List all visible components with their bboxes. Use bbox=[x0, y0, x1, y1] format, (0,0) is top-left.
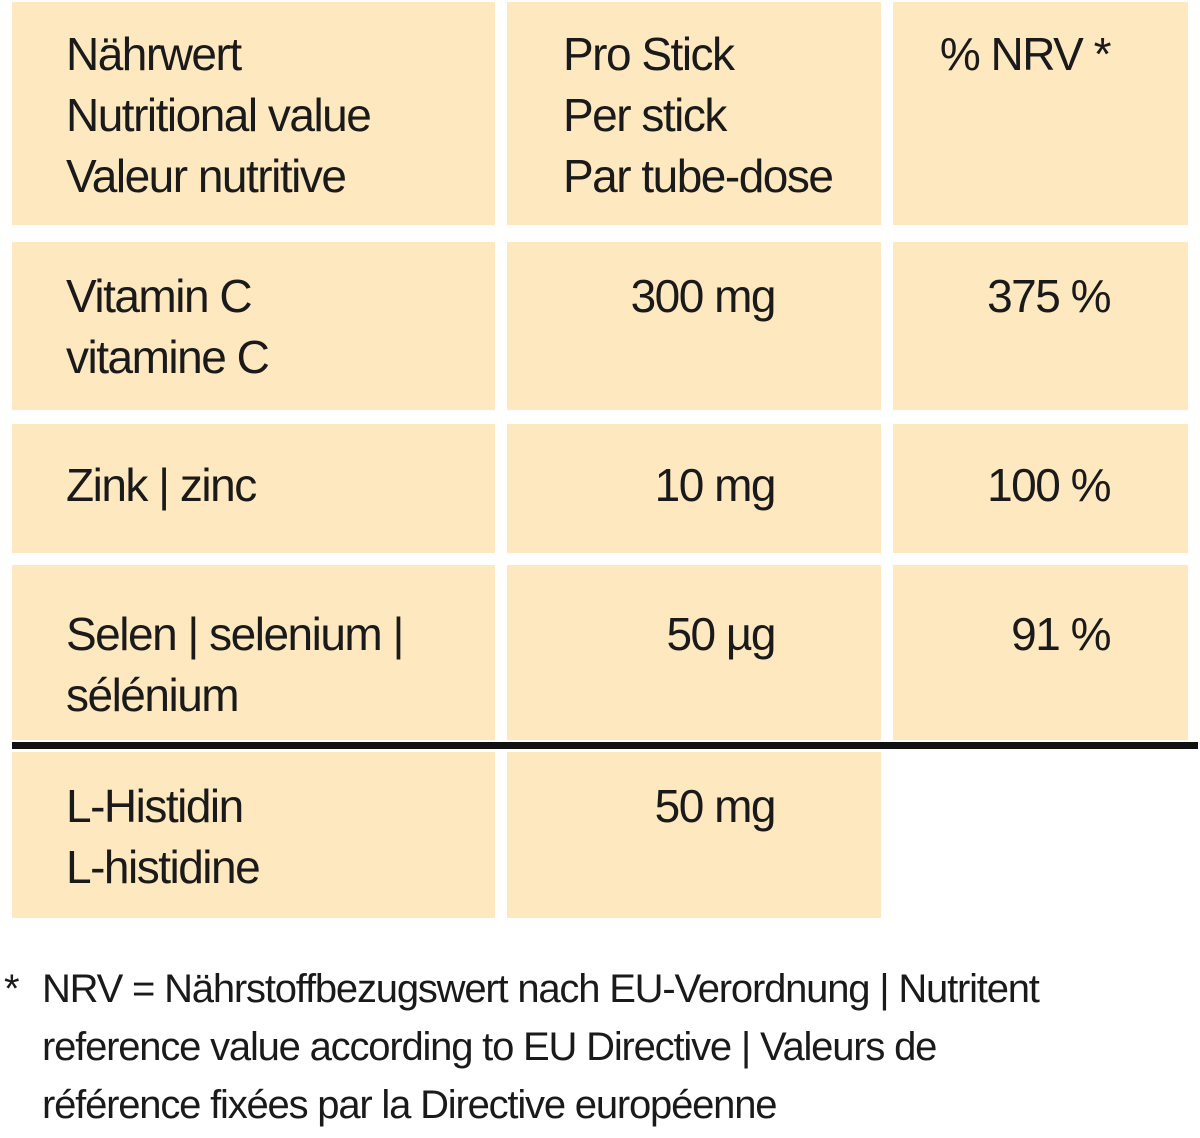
table-cell: L-Histidin L-histidine bbox=[12, 752, 495, 918]
table-cell: 50 µg bbox=[507, 565, 881, 740]
table-cell: 300 mg bbox=[507, 242, 881, 410]
table-cell: 91 % bbox=[893, 565, 1188, 740]
cell-text: 100 % bbox=[987, 459, 1111, 511]
cell-text: Selen | selenium | bbox=[66, 608, 404, 660]
cell-text: Per stick bbox=[563, 89, 727, 141]
cell-text: vitamine C bbox=[66, 331, 270, 383]
footnote-line: reference value according to EU Directiv… bbox=[42, 1025, 937, 1069]
cell-text: L-histidine bbox=[66, 841, 261, 893]
separator-rule bbox=[12, 742, 1198, 749]
cell-text: Nutritional value bbox=[66, 89, 372, 141]
cell-text: Nährwert bbox=[66, 28, 242, 80]
table-cell: Vitamin C vitamine C bbox=[12, 242, 495, 410]
cell-text: % NRV * bbox=[939, 28, 1112, 80]
cell-text: sélénium bbox=[66, 669, 240, 721]
table-cell: Pro Stick Per stick Par tube-dose bbox=[507, 2, 881, 225]
cell-text: 50 mg bbox=[654, 780, 777, 832]
cell-text: 10 mg bbox=[654, 459, 777, 511]
table-cell: % NRV * bbox=[893, 2, 1188, 225]
table-cell: 10 mg bbox=[507, 424, 881, 553]
cell-text: 91 % bbox=[1011, 608, 1111, 660]
cell-text: Valeur nutritive bbox=[66, 150, 347, 202]
footnote-marker: * bbox=[4, 967, 20, 1011]
table-cell: 100 % bbox=[893, 424, 1188, 553]
table-cell: Selen | selenium | sélénium bbox=[12, 565, 495, 740]
cell-text: 50 µg bbox=[666, 608, 776, 660]
table-cell: Nährwert Nutritional value Valeur nutritiv… bbox=[12, 2, 495, 225]
cell-text: Par tube-dose bbox=[563, 150, 834, 202]
table-cell: Zink | zinc bbox=[12, 424, 495, 553]
cell-text: Vitamin C bbox=[66, 270, 253, 322]
cell-text: 300 mg bbox=[630, 270, 777, 322]
cell-text: Pro Stick bbox=[563, 28, 735, 80]
table-cell: 375 % bbox=[893, 242, 1188, 410]
cell-text: L-Histidin bbox=[66, 780, 244, 832]
cell-text: Zink | zinc bbox=[66, 459, 257, 511]
footnote: NRV = Nährstoffbezugswert nach EU-Verord… bbox=[42, 960, 1040, 1134]
footnote-line: NRV = Nährstoffbezugswert nach EU-Verord… bbox=[42, 967, 1040, 1011]
cell-text: 375 % bbox=[987, 270, 1111, 322]
footnote-line: référence fixées par la Directive europé… bbox=[42, 1083, 778, 1127]
table-cell: 50 mg bbox=[507, 752, 881, 918]
